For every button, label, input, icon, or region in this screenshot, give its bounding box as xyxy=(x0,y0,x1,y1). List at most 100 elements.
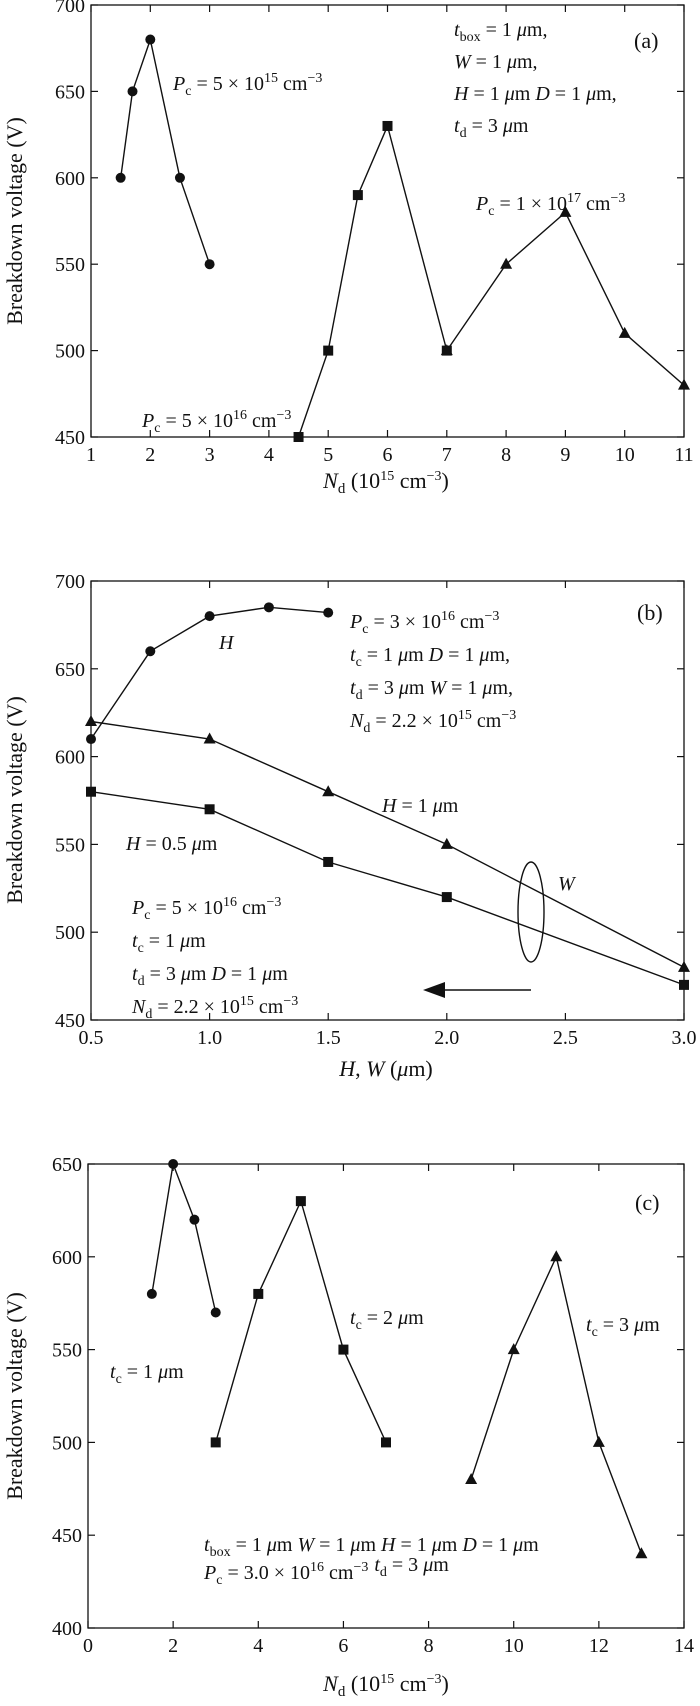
y-tick-label: 600 xyxy=(55,168,85,190)
x-tick-label: 5 xyxy=(323,444,333,466)
panel-b-frame xyxy=(90,580,685,1021)
panel-b-ticks: 0.5 1.0 1.5 2.0 2.5 3.0 450 500 550 600 650 700 xyxy=(55,571,697,1049)
data-point-triangle xyxy=(322,785,335,797)
panel-c-anno-t3: tc = 3 μm xyxy=(586,1314,660,1340)
data-point-square xyxy=(441,892,452,903)
panel-a-anno-cond3: H = 1 μm D = 1 μm, xyxy=(453,83,617,105)
data-point-triangle xyxy=(635,1547,648,1559)
panel-b-ylabel: Breakdown voltage (V) xyxy=(2,696,27,904)
data-point-square xyxy=(679,979,689,990)
series-line-square xyxy=(90,791,685,986)
panel-c-frame xyxy=(87,1163,685,1629)
panel-b-anno-c2: tc = 1 μm D = 1 μm, xyxy=(350,644,510,670)
panel-c-anno-t1: tc = 1 μm xyxy=(110,1361,184,1387)
panel-a-anno-cond1: tbox = 1 μm, xyxy=(454,19,547,45)
panel-a-anno-pc3: Pc = 1 × 1017 cm−3 xyxy=(475,191,625,219)
y-tick-label: 550 xyxy=(52,1340,82,1362)
x-tick-label: 12 xyxy=(589,1635,609,1657)
x-tick-label: 9 xyxy=(560,444,570,466)
x-tick-label: 2 xyxy=(145,444,155,466)
x-tick-label: 6 xyxy=(383,444,393,466)
panel-a-anno-pc1: Pc = 5 × 1015 cm−3 xyxy=(172,71,322,99)
panel-a-series xyxy=(115,34,690,442)
panel-b-anno-c4: Nd = 2.2 × 1015 cm−3 xyxy=(349,708,516,736)
data-point-circle xyxy=(145,646,156,657)
x-tick-label: 14 xyxy=(674,1635,694,1657)
y-tick-label: 600 xyxy=(55,747,85,769)
data-point-circle xyxy=(204,611,215,622)
data-point-triangle xyxy=(618,326,631,338)
data-point-square xyxy=(204,804,215,815)
panel-b-xlabel: H, W (μm) xyxy=(338,1056,433,1081)
data-point-triangle xyxy=(500,257,513,269)
y-tick-label: 500 xyxy=(55,341,85,363)
panel-b-anno-c3: td = 3 μm W = 1 μm, xyxy=(350,677,513,703)
data-point-circle xyxy=(323,607,334,618)
data-point-circle xyxy=(145,34,156,45)
panel-c-tag: (c) xyxy=(635,1190,659,1215)
panel-a-anno-pc2: Pc = 5 × 1016 cm−3 xyxy=(141,408,291,436)
data-point-circle xyxy=(86,734,96,745)
y-tick-label: 450 xyxy=(55,427,85,449)
y-tick-label: 500 xyxy=(52,1432,82,1454)
x-tick-label: 3 xyxy=(205,444,215,466)
x-tick-label: 10 xyxy=(615,444,635,466)
data-point-square xyxy=(210,1437,221,1448)
panel-c-series xyxy=(146,1159,648,1559)
panel-c-ticks: 0 2 4 6 8 10 12 14 400 450 500 550 600 650 xyxy=(52,1154,694,1657)
x-tick-label: 7 xyxy=(442,444,452,466)
data-point-square xyxy=(381,1437,391,1448)
y-tick-label: 400 xyxy=(52,1618,82,1640)
x-tick-label: 0 xyxy=(83,1635,93,1657)
y-tick-label: 700 xyxy=(55,0,85,17)
data-point-circle xyxy=(204,259,215,270)
panel-b-anno-h05: H = 0.5 μm xyxy=(125,833,218,855)
panel-a-ylabel: Breakdown voltage (V) xyxy=(2,117,27,325)
w-arrow-head xyxy=(423,982,445,998)
data-point-circle xyxy=(127,86,138,97)
y-tick-label: 500 xyxy=(55,922,85,944)
x-tick-label: 3.0 xyxy=(672,1027,697,1049)
x-tick-label: 6 xyxy=(338,1635,348,1657)
panel-b: 0.5 1.0 1.5 2.0 2.5 3.0 450 500 550 600 650 700 (b)… xyxy=(2,571,697,1081)
series-line-circle xyxy=(90,606,329,740)
y-tick-label: 650 xyxy=(55,659,85,681)
panel-a-tag: (a) xyxy=(634,28,658,53)
data-point-square xyxy=(323,345,334,356)
data-point-square xyxy=(338,1344,349,1355)
panel-b-anno-d3: td = 3 μm D = 1 μm xyxy=(132,963,288,989)
data-point-circle xyxy=(168,1159,179,1169)
panel-a-ticks: 1 2 3 4 5 6 7 8 9 10 11 450 500 550 600 650 700 xyxy=(55,0,694,466)
panel-c-anno-e1: tbox = 1 μm W = 1 μm H = 1 μm D = 1 μm xyxy=(204,1534,539,1560)
panel-b-anno-d1: Pc = 5 × 1016 cm−3 xyxy=(131,895,281,923)
x-tick-label: 10 xyxy=(504,1635,524,1657)
x-tick-label: 1 xyxy=(86,444,96,466)
panel-b-anno-H: H xyxy=(218,632,235,654)
data-point-circle xyxy=(189,1214,200,1225)
panel-b-series xyxy=(85,602,690,990)
series-line-triangle xyxy=(470,1254,643,1555)
y-tick-label: 600 xyxy=(52,1247,82,1269)
data-point-square xyxy=(253,1288,264,1299)
y-tick-label: 550 xyxy=(55,834,85,856)
panel-c-xlabel: Nd (1015 cm−3) xyxy=(322,1671,449,1700)
y-tick-label: 650 xyxy=(55,81,85,103)
panel-a-anno-cond4: td = 3 μm xyxy=(454,115,529,141)
y-tick-label: 450 xyxy=(52,1525,82,1547)
data-point-circle xyxy=(210,1307,221,1318)
panel-c-anno-t2: tc = 2 μm xyxy=(350,1307,424,1333)
x-tick-label: 11 xyxy=(674,444,693,466)
data-point-triangle xyxy=(85,714,97,726)
data-point-triangle xyxy=(678,378,690,390)
data-point-square xyxy=(293,432,304,442)
data-point-triangle xyxy=(440,837,453,849)
data-point-circle xyxy=(174,172,185,183)
data-point-circle xyxy=(115,172,126,183)
series-line-square xyxy=(297,123,448,438)
data-point-triangle xyxy=(440,344,453,356)
series-line-triangle xyxy=(446,211,685,386)
series-line-circle xyxy=(151,1161,217,1313)
data-point-square xyxy=(86,786,96,797)
panel-c-ylabel: Breakdown voltage (V) xyxy=(2,1292,27,1500)
